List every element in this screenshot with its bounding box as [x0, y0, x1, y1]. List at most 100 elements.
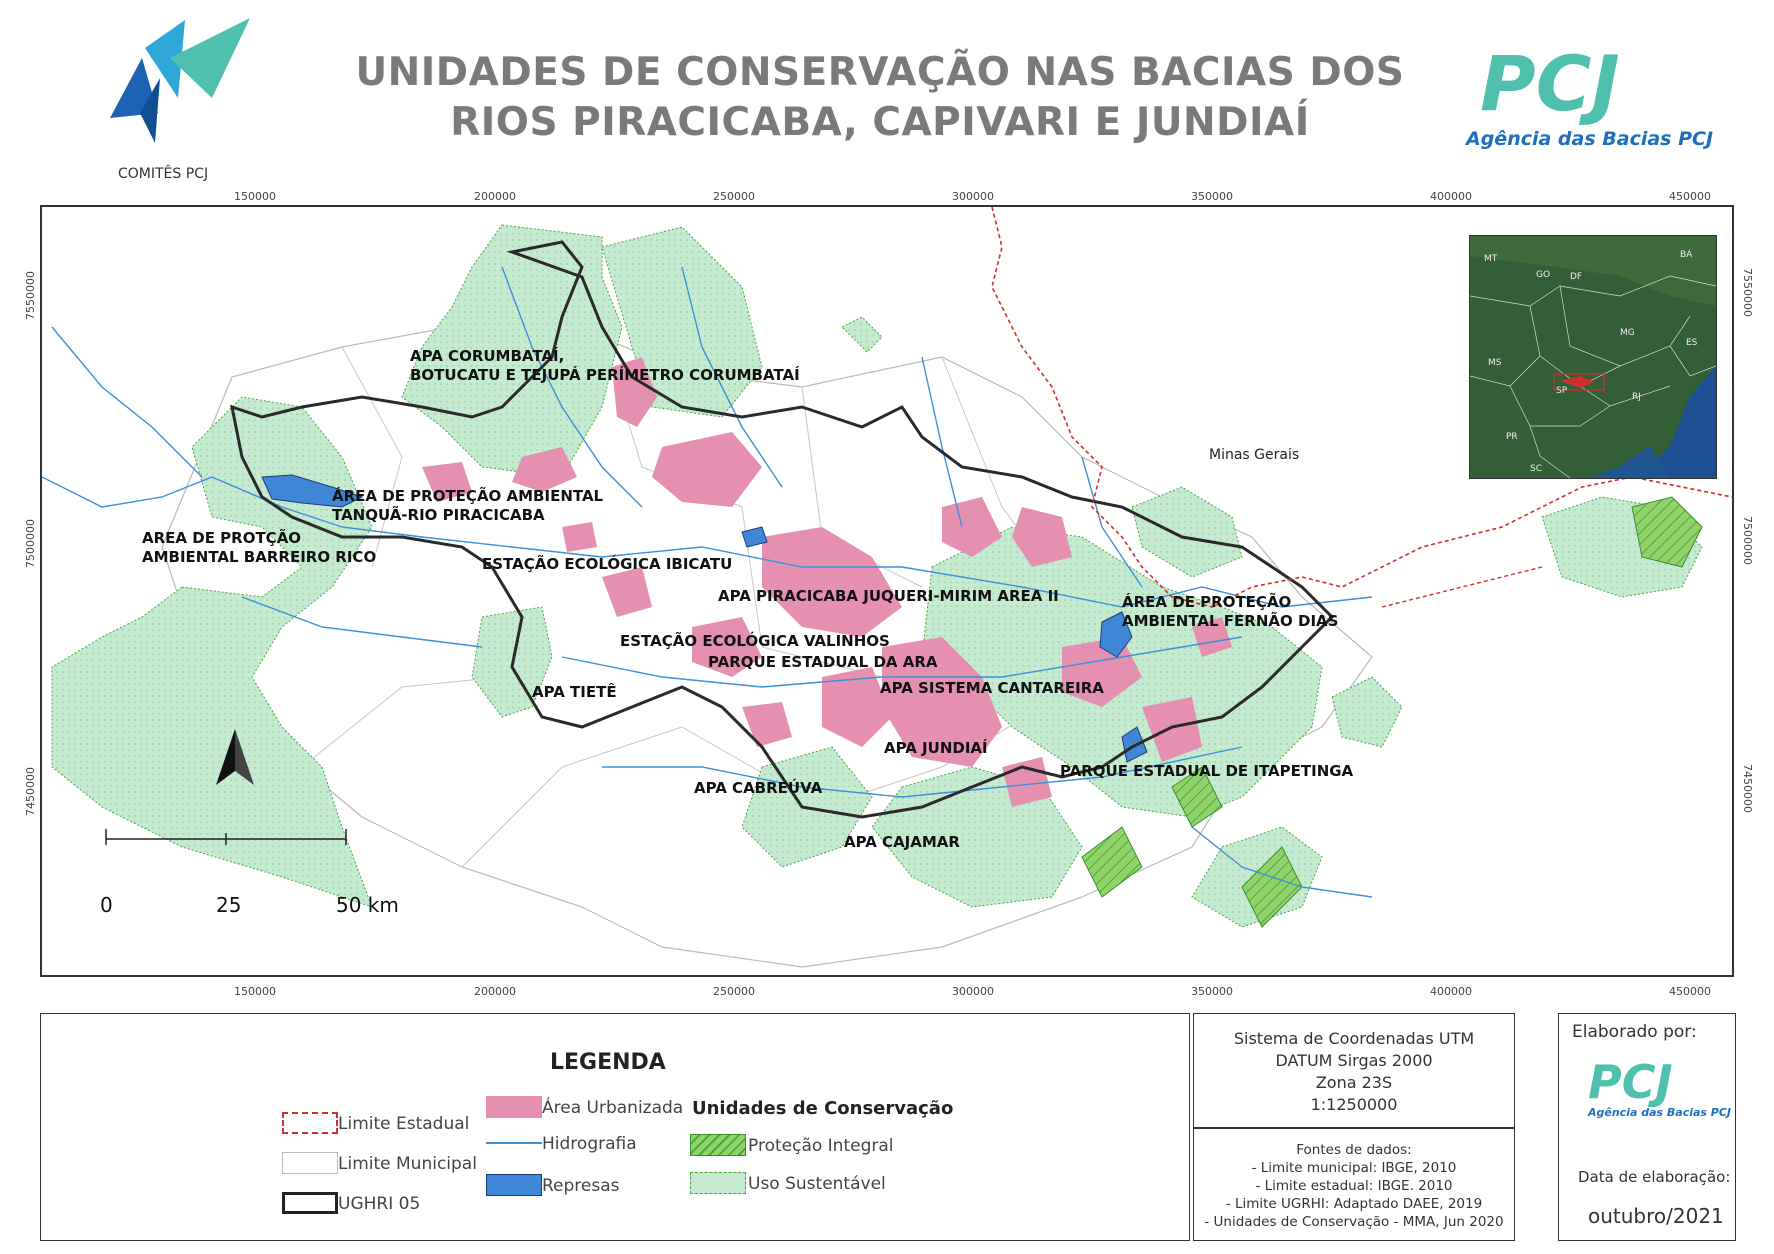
source-line: - Limite estadual: IBGE. 2010 [1255, 1178, 1453, 1194]
uc-label-cantareira: APA SISTEMA CANTAREIRA [880, 679, 1104, 697]
y-tick-right: 7500000 [1741, 516, 1754, 565]
inset-label-pr: PR [1506, 432, 1518, 442]
uc-label-itapetinga: PARQUE ESTADUAL DE ITAPETINGA [1060, 762, 1354, 780]
inset-label-mg: MG [1620, 328, 1635, 338]
state-limit-east [1381, 566, 1543, 608]
x-tick-top: 200000 [474, 190, 516, 203]
coord-line: Sistema de Coordenadas UTM [1233, 1029, 1475, 1048]
legend-swatch-dams [486, 1174, 542, 1196]
legend-uc-heading: Unidades de Conservação [692, 1098, 954, 1119]
reservoirs [261, 474, 1148, 763]
agencia-pcj-caption: Agência das Bacias PCJ [1466, 128, 1714, 150]
uc-label-jundiai: APA JUNDIAÍ [884, 739, 988, 757]
hydrography [42, 266, 1373, 898]
protecao-integral-areas [1081, 496, 1703, 928]
inset-label-go: GO [1536, 270, 1551, 280]
legend-label-urban: Área Urbanizada [542, 1098, 684, 1118]
uc-label-barreiro-rico: AREA DE PROTÇÃO AMBIENTAL BARREIRO RICO [142, 529, 377, 566]
inset-label-df: DF [1570, 272, 1583, 282]
x-tick-top: 250000 [713, 190, 755, 203]
x-tick-top: 300000 [952, 190, 994, 203]
data-sources-panel: Fontes de dados: - Limite municipal: IBG… [1193, 1128, 1515, 1241]
x-tick-top: 350000 [1191, 190, 1233, 203]
inset-label-rj: RJ [1632, 392, 1641, 402]
uc-label-cajamar: APA CAJAMAR [844, 833, 960, 851]
agencia-pcj-logo: PCJ [1470, 38, 1710, 128]
legend-label-protecao-integral: Proteção Integral [748, 1136, 894, 1156]
map-title-line1: UNIDADES DE CONSERVAÇÃO NAS BACIAS DOS [355, 50, 1405, 95]
inset-label-mt: MT [1484, 254, 1498, 264]
legend-swatch-hydro [486, 1142, 542, 1144]
coordinate-system-panel: Sistema de Coordenadas UTM DATUM Sirgas … [1193, 1013, 1515, 1128]
elaboration-date-value: outubro/2021 [1588, 1204, 1724, 1228]
y-tick-left: 7450000 [24, 767, 37, 816]
legend-panel [40, 1013, 1190, 1241]
scale-tick-0: 0 [100, 893, 113, 917]
scale-tick-25: 25 [216, 893, 242, 917]
uc-label-juqueri-mirim: APA PIRACICABA JUQUERI-MIRIM AREA II [718, 587, 1059, 605]
legend-label-ughri: UGHRI 05 [338, 1194, 421, 1214]
coord-line: DATUM Sirgas 2000 [1275, 1051, 1433, 1070]
x-tick-bottom: 250000 [713, 985, 755, 998]
coord-line: Zona 23S [1315, 1073, 1393, 1092]
x-tick-top: 150000 [234, 190, 276, 203]
elaborated-by-label: Elaborado por: [1572, 1022, 1697, 1042]
legend-swatch-ughri [282, 1192, 338, 1214]
elaboration-logo-caption: Agência das Bacias PCJ [1588, 1106, 1732, 1119]
state-limit [991, 207, 1732, 608]
map-title: UNIDADES DE CONSERVAÇÃO NAS BACIAS DOS R… [300, 48, 1460, 148]
elaboration-pcj-logo: PCJ [1580, 1052, 1730, 1109]
scale-tick-50: 50 km [336, 893, 399, 917]
inset-label-sp: SP [1556, 386, 1568, 396]
legend-label-state-limit: Limite Estadual [338, 1114, 470, 1134]
x-tick-bottom: 400000 [1430, 985, 1472, 998]
y-tick-right: 7550000 [1741, 268, 1754, 317]
y-tick-right: 7450000 [1741, 764, 1754, 813]
uc-label-ara: PARQUE ESTADUAL DA ARA [708, 653, 938, 671]
legend-label-dams: Represas [542, 1176, 620, 1196]
y-tick-left: 7550000 [24, 271, 37, 320]
source-line: - Limite UGRHI: Adaptado DAEE, 2019 [1225, 1196, 1483, 1212]
legend-swatch-municipal-limit [282, 1152, 338, 1174]
uc-label-fernao-dias: ÁREA DE PROTEÇÃO AMBIENTAL FERNÃO DIAS [1122, 593, 1339, 630]
legend-label-uso-sustentavel: Uso Sustentável [748, 1174, 886, 1194]
source-line: Fontes de dados: [1296, 1142, 1412, 1158]
elaboration-date-label: Data de elaboração: [1578, 1168, 1731, 1186]
uc-label-tiete: APA TIETÊ [532, 683, 617, 701]
x-tick-bottom: 150000 [234, 985, 276, 998]
legend-swatch-uso-sustentavel [690, 1172, 746, 1194]
state-label-minas-gerais: Minas Gerais [1209, 447, 1300, 463]
map-frame: APA CORUMBATAÍ, BOTUCATU E TEJUPÁ PERÍME… [40, 205, 1734, 977]
comites-pcj-caption: COMITÊS PCJ [118, 166, 209, 182]
legend-swatch-state-limit [282, 1112, 338, 1134]
pcj-logo-glyphs: PCJ [1480, 39, 1620, 128]
x-tick-bottom: 450000 [1669, 985, 1711, 998]
uc-label-valinhos: ESTAÇÃO ECOLÓGICA VALINHOS [620, 632, 890, 650]
inset-label-sc: SC [1530, 464, 1542, 474]
x-tick-bottom: 200000 [474, 985, 516, 998]
legend-label-hydro: Hidrografia [542, 1134, 637, 1154]
legend-label-municipal-limit: Limite Municipal [338, 1154, 477, 1174]
legend-swatch-urban [486, 1096, 542, 1118]
x-tick-top: 450000 [1669, 190, 1711, 203]
x-tick-top: 400000 [1430, 190, 1472, 203]
inset-map-canvas [1470, 236, 1716, 478]
uc-label-corumbatai: APA CORUMBATAÍ, BOTUCATU E TEJUPÁ PERÍME… [410, 347, 800, 384]
inset-label-ba: BA [1680, 250, 1693, 260]
legend-title: LEGENDA [550, 1050, 666, 1075]
elab-logo-glyphs: PCJ [1588, 1055, 1673, 1107]
map-title-line2: RIOS PIRACICABA, CAPIVARI E JUNDIAÍ [450, 100, 1310, 145]
map-scale-ratio: 1:1250000 [1310, 1095, 1398, 1114]
y-tick-left: 7500000 [24, 519, 37, 568]
urban-areas [422, 357, 1232, 807]
uc-label-tanqua: ÁREA DE PROTEÇÃO AMBIENTAL TANQUÃ-RIO PI… [332, 487, 604, 524]
source-line: - Limite municipal: IBGE, 2010 [1251, 1160, 1457, 1176]
elaboration-panel [1558, 1013, 1736, 1241]
inset-label-ms: MS [1488, 358, 1502, 368]
source-line: - Unidades de Conservação - MMA, Jun 202… [1204, 1214, 1504, 1230]
map-canvas [42, 207, 1732, 968]
north-arrow-icon [210, 727, 260, 787]
inset-locator-map: MT BA GO DF MG MS ES SP RJ PR SC [1469, 235, 1717, 479]
ughri-05-boundary [230, 240, 1335, 819]
legend-swatch-protecao-integral [690, 1134, 746, 1156]
